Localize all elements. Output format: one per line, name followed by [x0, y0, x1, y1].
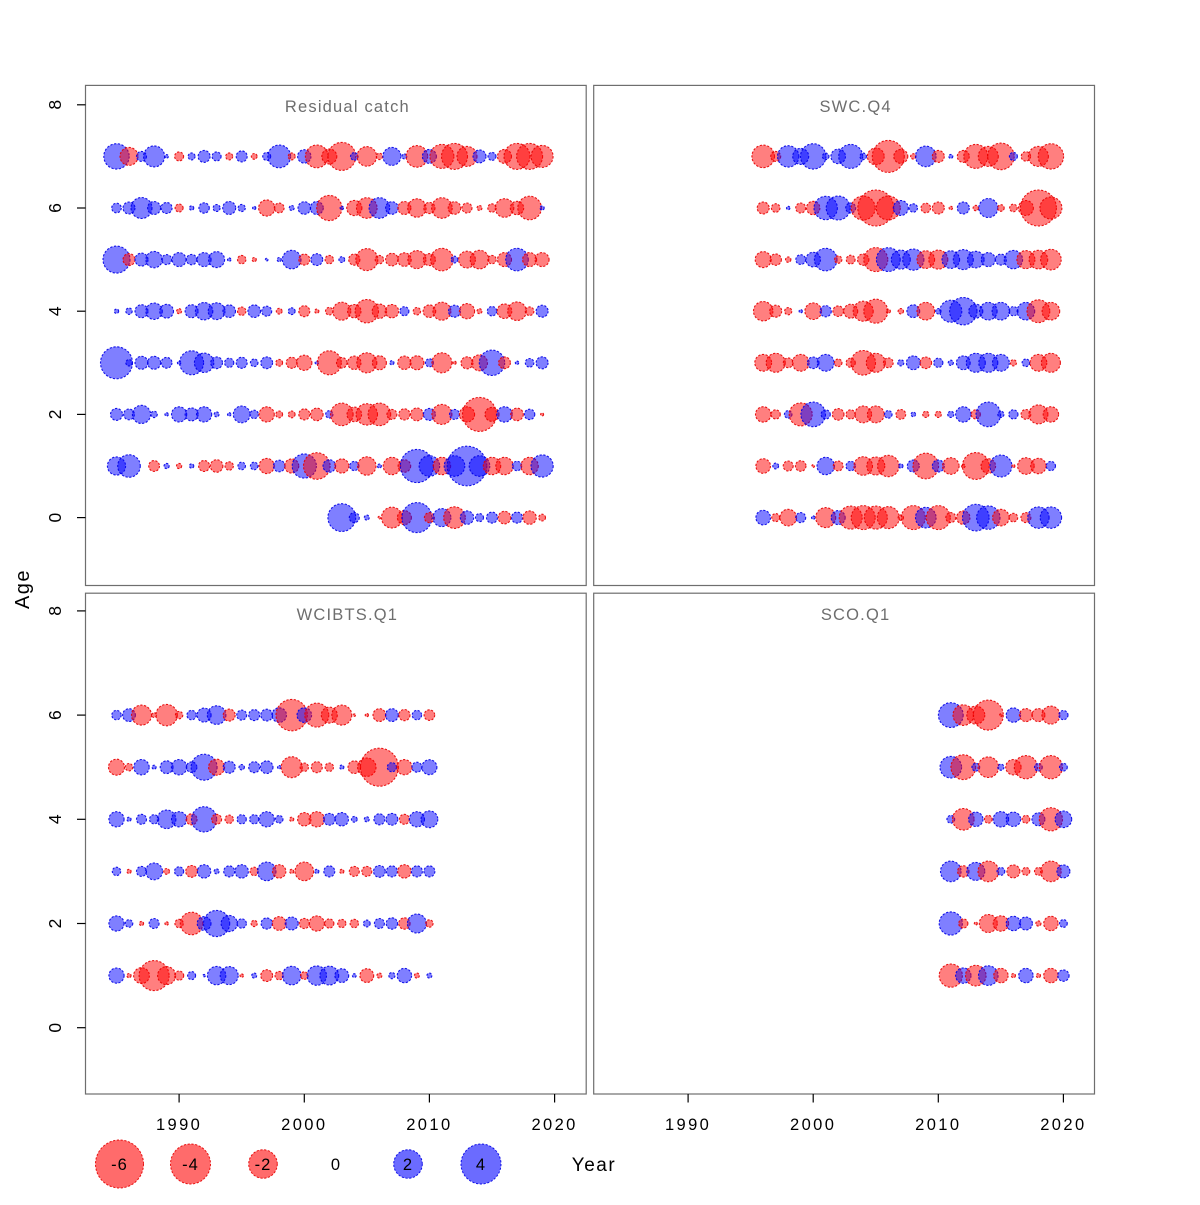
svg-text:2: 2 [403, 1156, 413, 1174]
svg-text:WCIBTS.Q1: WCIBTS.Q1 [297, 606, 399, 624]
svg-text:0: 0 [45, 512, 65, 522]
svg-text:2000: 2000 [790, 1116, 836, 1134]
svg-text:-2: -2 [255, 1156, 272, 1174]
svg-text:4: 4 [45, 814, 65, 824]
svg-text:2000: 2000 [281, 1116, 327, 1134]
svg-text:Age: Age [12, 569, 34, 609]
svg-text:2010: 2010 [406, 1116, 452, 1134]
svg-text:2: 2 [45, 410, 65, 420]
svg-text:Year: Year [572, 1155, 616, 1176]
svg-text:8: 8 [45, 100, 65, 110]
svg-text:0: 0 [331, 1156, 341, 1174]
svg-text:4: 4 [476, 1156, 486, 1174]
svg-text:2010: 2010 [915, 1116, 961, 1134]
svg-text:-6: -6 [111, 1156, 128, 1174]
svg-text:8: 8 [45, 606, 65, 616]
svg-text:2020: 2020 [531, 1116, 577, 1134]
svg-text:6: 6 [45, 710, 65, 720]
svg-text:1990: 1990 [665, 1116, 711, 1134]
svg-text:SCO.Q1: SCO.Q1 [821, 606, 891, 624]
svg-text:0: 0 [45, 1023, 65, 1033]
svg-text:2: 2 [45, 919, 65, 929]
svg-text:6: 6 [45, 203, 65, 213]
svg-text:4: 4 [45, 306, 65, 316]
svg-text:2020: 2020 [1040, 1116, 1086, 1134]
svg-text:SWC.Q4: SWC.Q4 [819, 98, 891, 116]
svg-text:Residual catch: Residual catch [285, 98, 410, 116]
svg-text:-4: -4 [182, 1156, 199, 1174]
svg-text:1990: 1990 [156, 1116, 202, 1134]
